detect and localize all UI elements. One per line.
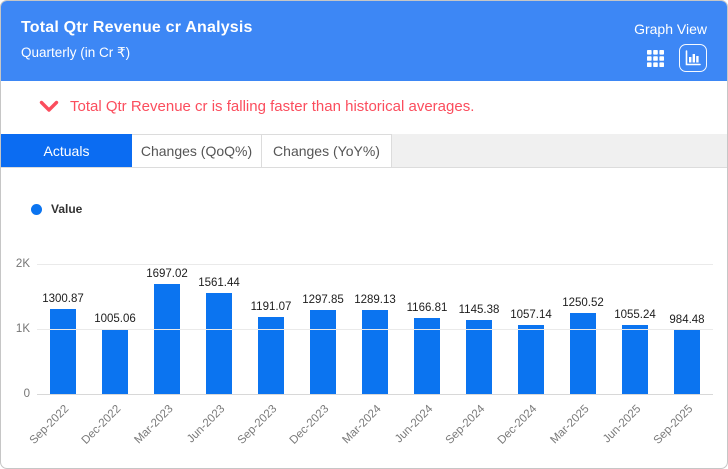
bar-graph-glyph	[685, 50, 701, 66]
bar[interactable]	[154, 284, 180, 394]
bar-graph-icon[interactable]	[679, 44, 707, 72]
plot-cells: 1300.87 Sep-2022 1005.06 Dec-2022 1697.02 Mar…	[28, 240, 713, 447]
bar-cell: 1250.52 Mar-2025	[548, 240, 609, 446]
bar-cell: 1145.38 Sep-2024	[444, 240, 505, 447]
header-text: Total Qtr Revenue cr Analysis Quarterly …	[21, 19, 253, 81]
view-switcher: Graph View	[634, 19, 707, 81]
bar-value-label: 1145.38	[458, 304, 500, 316]
x-axis-tick-label: Sep-2025	[651, 403, 696, 447]
card-header: Total Qtr Revenue cr Analysis Quarterly …	[1, 1, 727, 81]
bar-value-label: 1697.02	[146, 268, 188, 280]
y-axis: 2K 1K 0	[1, 240, 37, 400]
bar[interactable]	[622, 325, 648, 394]
tab-actuals[interactable]: Actuals	[1, 134, 132, 167]
legend-swatch	[31, 203, 42, 215]
gridline	[37, 329, 713, 330]
page-subtitle: Quarterly (in Cr ₹)	[21, 45, 131, 60]
bar[interactable]	[50, 309, 76, 394]
chevron-down-glyph	[39, 100, 59, 112]
y-axis-tick-label: 0	[23, 388, 30, 400]
bar[interactable]	[674, 330, 700, 394]
bar[interactable]	[518, 325, 544, 394]
x-axis-tick-label: Jun-2023	[185, 403, 228, 446]
bar[interactable]	[466, 320, 492, 394]
bar-cell: 1300.87 Sep-2022	[28, 240, 89, 447]
x-axis-tick-label: Dec-2022	[79, 403, 124, 447]
bar-cell: 1166.81 Jun-2024	[393, 240, 453, 445]
x-axis-tick-label: Sep-2022	[27, 403, 72, 447]
page-title: Total Qtr Revenue cr Analysis	[21, 19, 253, 36]
bar-value-label: 1300.87	[42, 293, 84, 305]
y-axis-tick-label: 2K	[15, 258, 30, 270]
view-mode-label: Graph View	[634, 21, 707, 37]
gridline	[37, 264, 713, 265]
bar-value-label: 1191.07	[250, 301, 292, 313]
bar-cell: 1697.02 Mar-2023	[132, 240, 193, 446]
bar-cell: 1005.06 Dec-2022	[80, 240, 141, 447]
chevron-down-icon[interactable]	[39, 100, 59, 113]
tab-changes-yoy[interactable]: Changes (YoY%)	[261, 134, 392, 167]
bar[interactable]	[362, 310, 388, 394]
y-axis-tick-label: 1K	[15, 323, 30, 335]
legend-item-value[interactable]: Value	[31, 202, 717, 216]
x-axis-tick-label: Dec-2024	[495, 403, 540, 447]
view-toggle-icons	[646, 44, 707, 72]
x-axis-tick-label: Sep-2024	[443, 403, 488, 447]
x-axis-tick-label: Jun-2024	[393, 403, 436, 446]
x-axis-tick-label: Jun-2025	[601, 403, 644, 446]
chart-section: Value 2K 1K 0 1300.87 Sep-2022 1005.06 Dec-20…	[1, 168, 727, 447]
bar-cell: 1057.14 Dec-2024	[496, 240, 557, 447]
bar-value-label: 1055.24	[614, 309, 656, 321]
chart-tabs: Actuals Changes (QoQ%) Changes (YoY%)	[1, 134, 727, 168]
x-axis-tick-label: Mar-2024	[340, 403, 384, 447]
bar-chart: 2K 1K 0 1300.87 Sep-2022 1005.06 Dec-2022 1697…	[1, 240, 717, 447]
x-axis-tick-label: Dec-2023	[287, 403, 332, 447]
tab-changes-qoq[interactable]: Changes (QoQ%)	[131, 134, 262, 167]
bar-value-label: 1561.44	[198, 277, 240, 289]
plot-area: 1300.87 Sep-2022 1005.06 Dec-2022 1697.02 Mar…	[28, 240, 713, 447]
bar[interactable]	[414, 318, 440, 394]
x-axis-tick-label: Mar-2023	[132, 403, 176, 447]
insight-alert: Total Qtr Revenue cr is falling faster t…	[1, 81, 727, 123]
bar-value-label: 1057.14	[510, 309, 552, 321]
table-view-icon[interactable]	[646, 49, 665, 68]
bar[interactable]	[102, 329, 128, 394]
bar-value-label: 1166.81	[406, 302, 448, 314]
bar[interactable]	[570, 313, 596, 394]
bar-cell: 1289.13 Mar-2024	[340, 240, 401, 446]
bar[interactable]	[310, 310, 336, 394]
alert-text: Total Qtr Revenue cr is falling faster t…	[70, 98, 475, 115]
bar-cell: 984.48 Sep-2025	[652, 240, 713, 447]
bar-value-label: 1297.85	[302, 294, 344, 306]
x-axis-tick-label: Sep-2023	[235, 403, 280, 447]
bar-cell: 1297.85 Dec-2023	[288, 240, 349, 447]
bar-cell: 1561.44 Jun-2023	[185, 240, 245, 445]
bar-cell: 1055.24 Jun-2025	[601, 240, 661, 445]
legend-label: Value	[51, 202, 83, 216]
bar-value-label: 1005.06	[94, 313, 136, 325]
table-grid-glyph	[647, 49, 664, 67]
bar-value-label: 1289.13	[354, 294, 396, 306]
bar[interactable]	[206, 293, 232, 394]
bar-value-label: 1250.52	[562, 297, 604, 309]
gridline	[37, 394, 713, 395]
x-axis-tick-label: Mar-2025	[548, 403, 592, 447]
bar-value-label: 984.48	[669, 314, 705, 326]
